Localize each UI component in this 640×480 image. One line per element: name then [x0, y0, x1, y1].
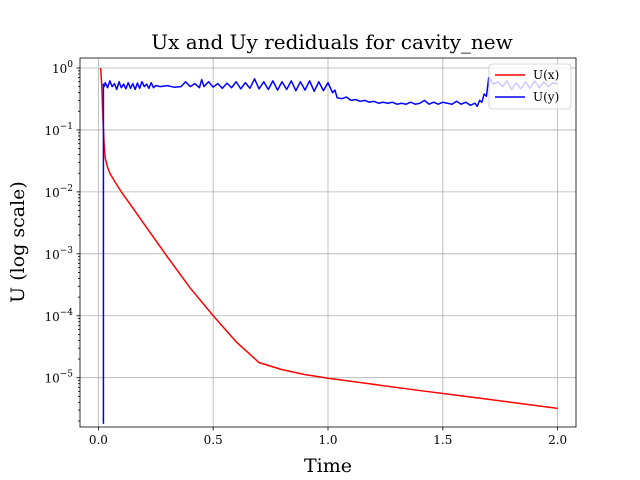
legend-label-uy: U(y)	[533, 90, 559, 104]
y-tick-label: 10−1	[44, 122, 73, 138]
x-axis-label: Time	[304, 455, 352, 477]
y-tick-label: 100	[52, 60, 73, 76]
x-tick-label: 0.0	[89, 433, 108, 447]
y-tick-label: 10−4	[44, 308, 73, 324]
grid-lines	[80, 58, 576, 427]
x-tick-label: 2.0	[548, 433, 567, 447]
series-line-ux	[99, 67, 558, 410]
y-axis-label: U (log scale)	[7, 181, 29, 303]
chart-title: Ux and Uy rediduals for cavity_new	[151, 30, 513, 54]
legend: U(x) U(y)	[488, 63, 572, 110]
legend-label-ux: U(x)	[533, 68, 559, 82]
axis-ticks: 0.0 0.5 1.0 1.5 2.0 100 10−1 10−2 10−3 10−4 10−5	[44, 60, 567, 447]
x-tick-label: 1.5	[433, 433, 452, 447]
plot-series	[99, 67, 558, 424]
y-tick-label: 10−2	[44, 184, 73, 200]
x-tick-label: 0.5	[204, 433, 223, 447]
y-tick-label: 10−3	[44, 246, 73, 262]
x-tick-label: 1.0	[318, 433, 337, 447]
series-line-uy	[102, 76, 558, 424]
y-tick-label: 10−5	[44, 370, 73, 386]
